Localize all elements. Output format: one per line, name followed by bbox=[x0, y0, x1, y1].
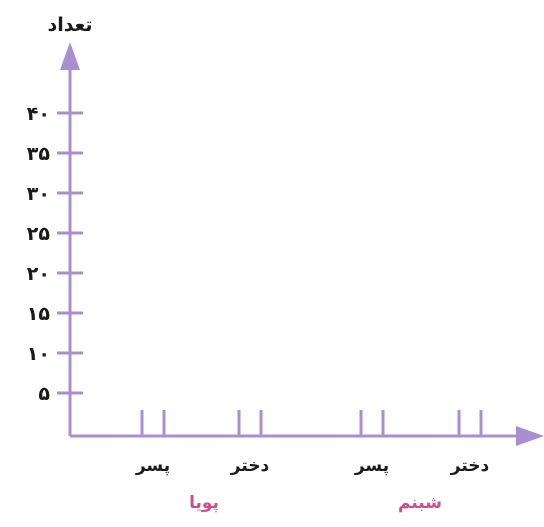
x-category-label: دختر bbox=[450, 456, 490, 476]
axes bbox=[60, 42, 544, 446]
y-tick-label: ۲۰ bbox=[27, 263, 50, 285]
y-tick-label: ۲۵ bbox=[27, 223, 51, 245]
group-labels: پویا شبنم bbox=[189, 493, 442, 513]
x-ticks bbox=[140, 410, 483, 436]
x-category-labels: پسر دختر پسر دختر bbox=[135, 456, 490, 476]
group-label: پویا bbox=[189, 493, 219, 513]
y-tick-label: ۳۵ bbox=[27, 143, 51, 165]
group-label: شبنم bbox=[398, 493, 442, 513]
y-axis-title: تعداد bbox=[47, 14, 92, 36]
y-tick-label: ۱۰ bbox=[27, 343, 50, 365]
x-category-label: پسر bbox=[135, 456, 170, 476]
y-ticks: ۵ ۱۰ ۱۵ ۲۰ ۲۵ ۳۰ ۳۵ ۴۰ bbox=[27, 103, 83, 405]
y-tick-label: ۱۵ bbox=[27, 303, 51, 325]
x-category-label: پسر bbox=[354, 456, 389, 476]
x-axis-arrow bbox=[516, 426, 544, 446]
y-tick-label: ۴۰ bbox=[27, 103, 50, 125]
y-axis-arrow bbox=[60, 42, 80, 70]
x-category-label: دختر bbox=[230, 456, 270, 476]
y-tick-label: ۳۰ bbox=[27, 183, 50, 205]
y-tick-label: ۵ bbox=[38, 383, 50, 405]
